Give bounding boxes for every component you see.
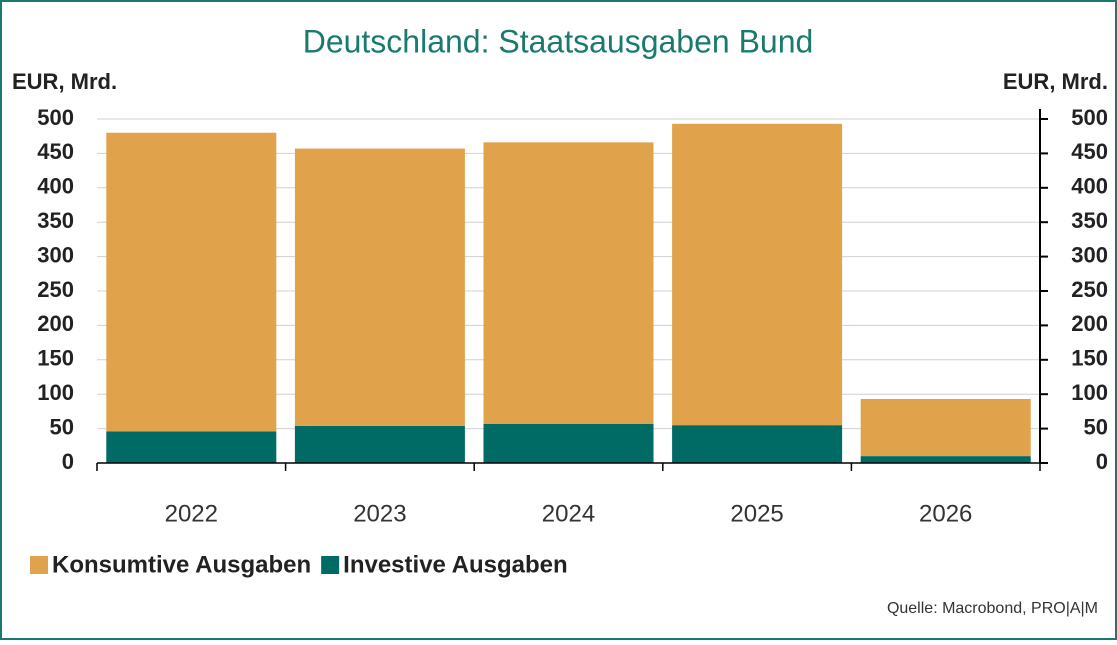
y2-tick-label: 50 [1084,414,1108,439]
legend-swatch [30,556,48,574]
x-tick-label: 2023 [353,500,406,527]
y-tick-label: 300 [37,242,74,267]
y2-tick-label: 500 [1071,105,1108,130]
y-tick-label: 150 [37,346,74,371]
bar-segment [672,123,843,426]
y-tick-label: 500 [37,105,74,130]
bar-segment [672,425,843,463]
bar-segment [483,423,654,463]
bar-segment [483,142,654,424]
source: Quelle: Macrobond, PRO|A|M [887,600,1098,617]
y2-tick-label: 150 [1071,346,1108,371]
y2-tick-label: 100 [1071,380,1108,405]
x-tick-label: 2025 [730,500,783,527]
bar-segment [860,456,1031,463]
y-tick-label: 450 [37,139,74,164]
y-tick-label: 250 [37,277,74,302]
y-axis-label: EUR, Mrd. [12,69,117,94]
y2-tick-label: 450 [1071,139,1108,164]
bar-segment [106,132,277,432]
y2-tick-label: 250 [1071,277,1108,302]
bar-segment [294,425,465,463]
legend-swatch [321,556,340,574]
bar-segment [860,399,1031,457]
bar-segment [106,431,277,463]
bar-segment [294,148,465,426]
y2-axis-label: EUR, Mrd. [1003,69,1108,94]
y2-tick-label: 400 [1071,174,1108,199]
legend-label: Konsumtive Ausgaben [52,551,311,578]
y-tick-label: 400 [37,174,74,199]
y-tick-label: 200 [37,311,74,336]
y2-tick-label: 350 [1071,208,1108,233]
y-tick-label: 50 [50,414,74,439]
y2-tick-label: 200 [1071,311,1108,336]
legend-label: Investive Ausgaben [343,551,568,578]
y-tick-label: 0 [62,449,74,474]
y2-tick-label: 0 [1096,449,1108,474]
x-tick-label: 2024 [542,500,595,527]
chart-title: Deutschland: Staatsausgaben Bund [303,23,814,59]
y-tick-label: 100 [37,380,74,405]
y2-tick-label: 300 [1071,242,1108,267]
x-tick-label: 2022 [165,500,218,527]
x-tick-label: 2026 [919,500,972,527]
y-tick-label: 350 [37,208,74,233]
